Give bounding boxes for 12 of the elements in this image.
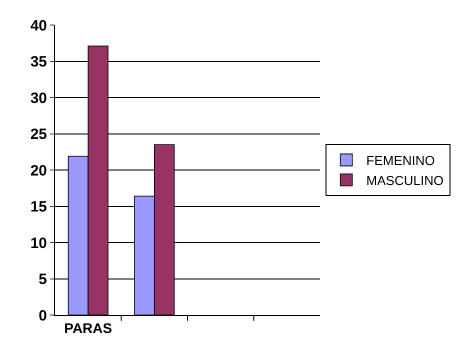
y-tick-label: 5 (38, 271, 47, 288)
y-tick-label: 40 (30, 17, 47, 34)
y-tick-label: 25 (30, 126, 47, 143)
y-tick-label: 10 (30, 234, 47, 252)
y-tick-label: 0 (38, 307, 47, 324)
x-tick-label: PARAS (64, 320, 112, 336)
legend-label: MASCULINO (366, 172, 444, 188)
y-tick-label: 35 (30, 54, 47, 70)
y-tick-label: 20 (30, 162, 47, 180)
legend-label: FEMENINO (366, 153, 435, 168)
y-tick-label: 15 (30, 198, 47, 216)
y-tick-label: 30 (30, 90, 47, 107)
